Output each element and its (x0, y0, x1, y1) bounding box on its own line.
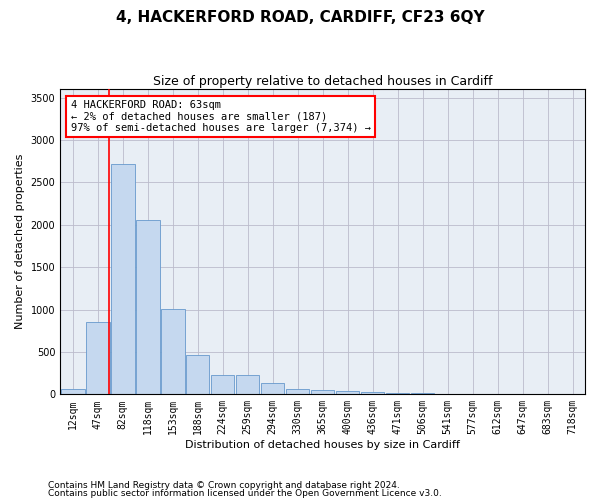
Bar (286, 389, 310, 394)
Bar (186, 356, 209, 395)
Bar (61, 389, 85, 394)
Bar (386, 392, 409, 394)
Bar (261, 384, 284, 394)
Title: Size of property relative to detached houses in Cardiff: Size of property relative to detached ho… (153, 75, 493, 88)
Bar (161, 308, 185, 394)
Bar (111, 164, 134, 394)
Bar (236, 375, 259, 394)
Bar (311, 390, 334, 394)
Bar (211, 375, 235, 394)
Bar (336, 390, 359, 394)
Text: 4 HACKERFORD ROAD: 63sqm
← 2% of detached houses are smaller (187)
97% of semi-d: 4 HACKERFORD ROAD: 63sqm ← 2% of detache… (71, 100, 371, 133)
Text: 4, HACKERFORD ROAD, CARDIFF, CF23 6QY: 4, HACKERFORD ROAD, CARDIFF, CF23 6QY (116, 10, 484, 25)
Bar (136, 220, 160, 394)
Y-axis label: Number of detached properties: Number of detached properties (15, 154, 25, 330)
Text: Contains public sector information licensed under the Open Government Licence v3: Contains public sector information licen… (48, 489, 442, 498)
Bar (361, 392, 385, 394)
Text: Contains HM Land Registry data © Crown copyright and database right 2024.: Contains HM Land Registry data © Crown c… (48, 480, 400, 490)
Bar (86, 322, 110, 394)
X-axis label: Distribution of detached houses by size in Cardiff: Distribution of detached houses by size … (185, 440, 460, 450)
